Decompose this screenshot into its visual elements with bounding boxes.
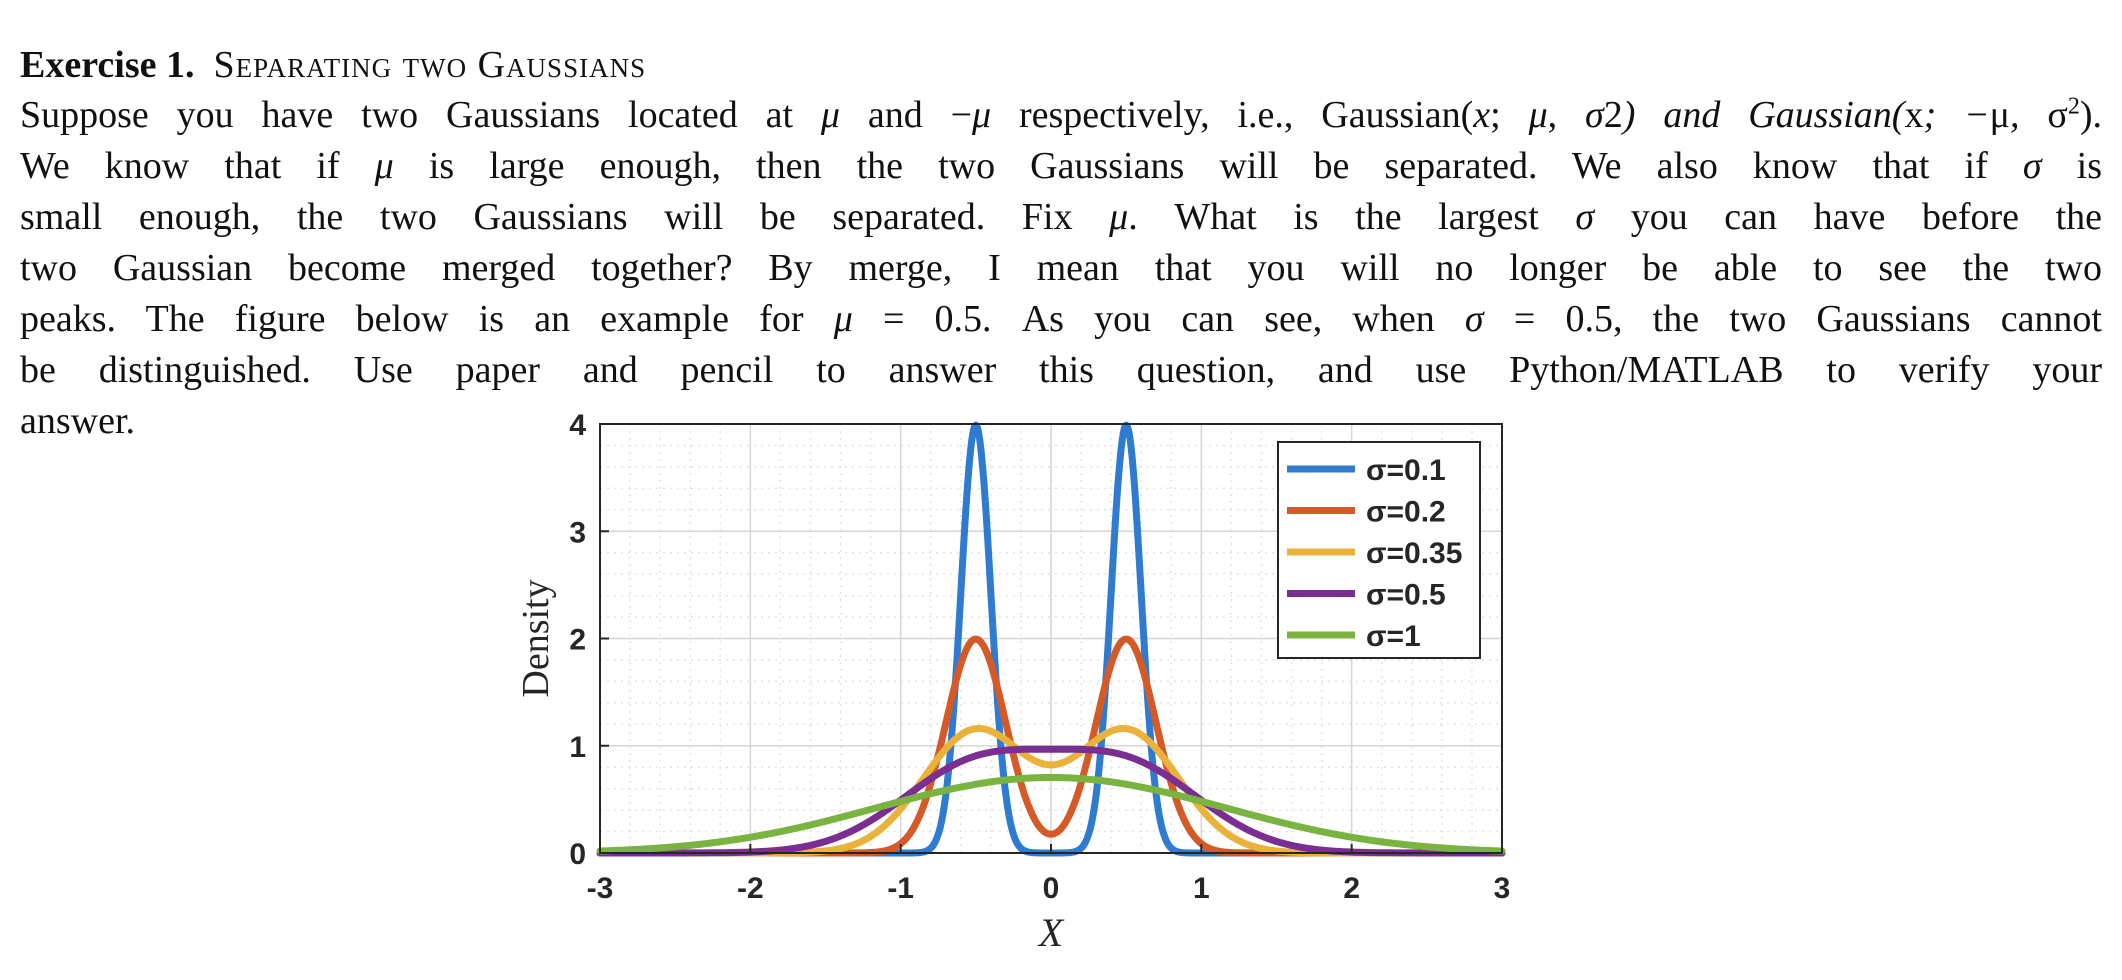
x-tick-label: -3 — [587, 872, 614, 905]
exercise-paragraph: Suppose you have two Gaussians located a… — [20, 90, 2102, 447]
math-symbol: μ — [833, 298, 853, 340]
math-symbol: σ — [2022, 145, 2042, 187]
text-run: be distinguished. Use paper and pencil t… — [20, 349, 2102, 391]
series-line-4 — [596, 774, 1506, 855]
math-superscript: 2 — [2067, 93, 2080, 120]
legend-label: σ=0.1 — [1366, 454, 1446, 487]
series-line-0 — [596, 421, 1506, 857]
paragraph-line: peaks. The figure below is an example fo… — [20, 294, 2102, 345]
text-run: respectively, i.e., Gaussian( — [991, 94, 1474, 136]
series-line-2 — [596, 725, 1506, 857]
math-symbol: σ — [1464, 298, 1484, 340]
math-symbol: μ — [1528, 94, 1548, 136]
math-symbol: , — [2010, 94, 2048, 136]
legend-label: σ=0.35 — [1366, 537, 1462, 570]
y-axis-label: Density — [515, 579, 557, 697]
text-run: small enough, the two Gaussians will be … — [20, 196, 1110, 238]
paragraph-line: answer. — [20, 396, 2102, 447]
text-run: ). — [2079, 94, 2103, 136]
math-symbol: σ — [1585, 94, 1604, 136]
text-run: answer. — [20, 400, 136, 442]
text-run: . What is the largest — [1128, 196, 1576, 238]
text-run: = 0.5. As you can see, when — [852, 298, 1465, 340]
text-run: , — [1547, 94, 1586, 136]
math-symbol: x — [1473, 94, 1491, 136]
y-tick-label: 1 — [569, 731, 586, 764]
x-tick-label: -1 — [887, 872, 914, 905]
math-symbol: μ — [972, 94, 992, 136]
text-run: two Gaussian become merged together? By … — [20, 247, 2102, 289]
math-symbol: μ — [820, 94, 840, 136]
text-run: x — [1904, 94, 1924, 136]
x-tick-label: 3 — [1494, 872, 1511, 905]
math-symbol: μ — [1109, 196, 1129, 238]
paragraph-line: be distinguished. Use paper and pencil t… — [20, 345, 2102, 396]
legend-label: σ=0.5 — [1366, 579, 1446, 612]
math-symbol: ; − — [1923, 94, 1990, 136]
text-run: = 0.5, the two Gaussians cannot — [1483, 298, 2102, 340]
legend-box — [1277, 441, 1481, 659]
series-line-1 — [596, 635, 1506, 857]
math-symbol: μ — [374, 145, 394, 187]
y-tick-label: 3 — [569, 516, 586, 549]
text-run: Suppose you have two Gaussians located a… — [20, 94, 821, 136]
text-run: and − — [839, 94, 973, 136]
text-run: We know that if — [20, 145, 375, 187]
text-run: peaks. The figure below is an example fo… — [20, 298, 834, 340]
text-run: σ — [2047, 94, 2068, 136]
math-symbol: σ — [1575, 196, 1595, 238]
text-run: 2 — [1603, 94, 1623, 136]
paragraph-line: Suppose you have two Gaussians located a… — [20, 90, 2102, 141]
exercise-title: Separating two Gaussians — [213, 44, 647, 86]
series-line-3 — [596, 745, 1506, 857]
x-tick-label: -2 — [737, 872, 764, 905]
text-run: you can have before the — [1594, 196, 2103, 238]
exercise-heading: Exercise 1. Separating two Gaussians — [20, 42, 646, 88]
exercise-label: Exercise 1. — [20, 44, 195, 86]
y-tick-label: 2 — [569, 624, 586, 657]
text-run: ; — [1490, 94, 1529, 136]
paragraph-line: small enough, the two Gaussians will be … — [20, 192, 2102, 243]
x-tick-label: 0 — [1043, 872, 1060, 905]
math-symbol: ) and Gaussian( — [1622, 94, 1905, 136]
x-axis-label: X — [1037, 910, 1065, 955]
y-tick-label: 0 — [569, 838, 586, 871]
text-run: μ — [1989, 94, 2011, 136]
text-run: is — [2041, 145, 2102, 187]
legend-label: σ=1 — [1366, 620, 1421, 653]
paragraph-line: two Gaussian become merged together? By … — [20, 243, 2102, 294]
paragraph-line: We know that if μ is large enough, then … — [20, 141, 2102, 192]
x-tick-label: 1 — [1193, 872, 1210, 905]
text-run: is large enough, then the two Gaussians … — [393, 145, 2023, 187]
axes-box — [599, 423, 1503, 854]
x-tick-label: 2 — [1343, 872, 1360, 905]
plot-area — [600, 424, 1502, 853]
legend-label: σ=0.2 — [1366, 496, 1446, 529]
